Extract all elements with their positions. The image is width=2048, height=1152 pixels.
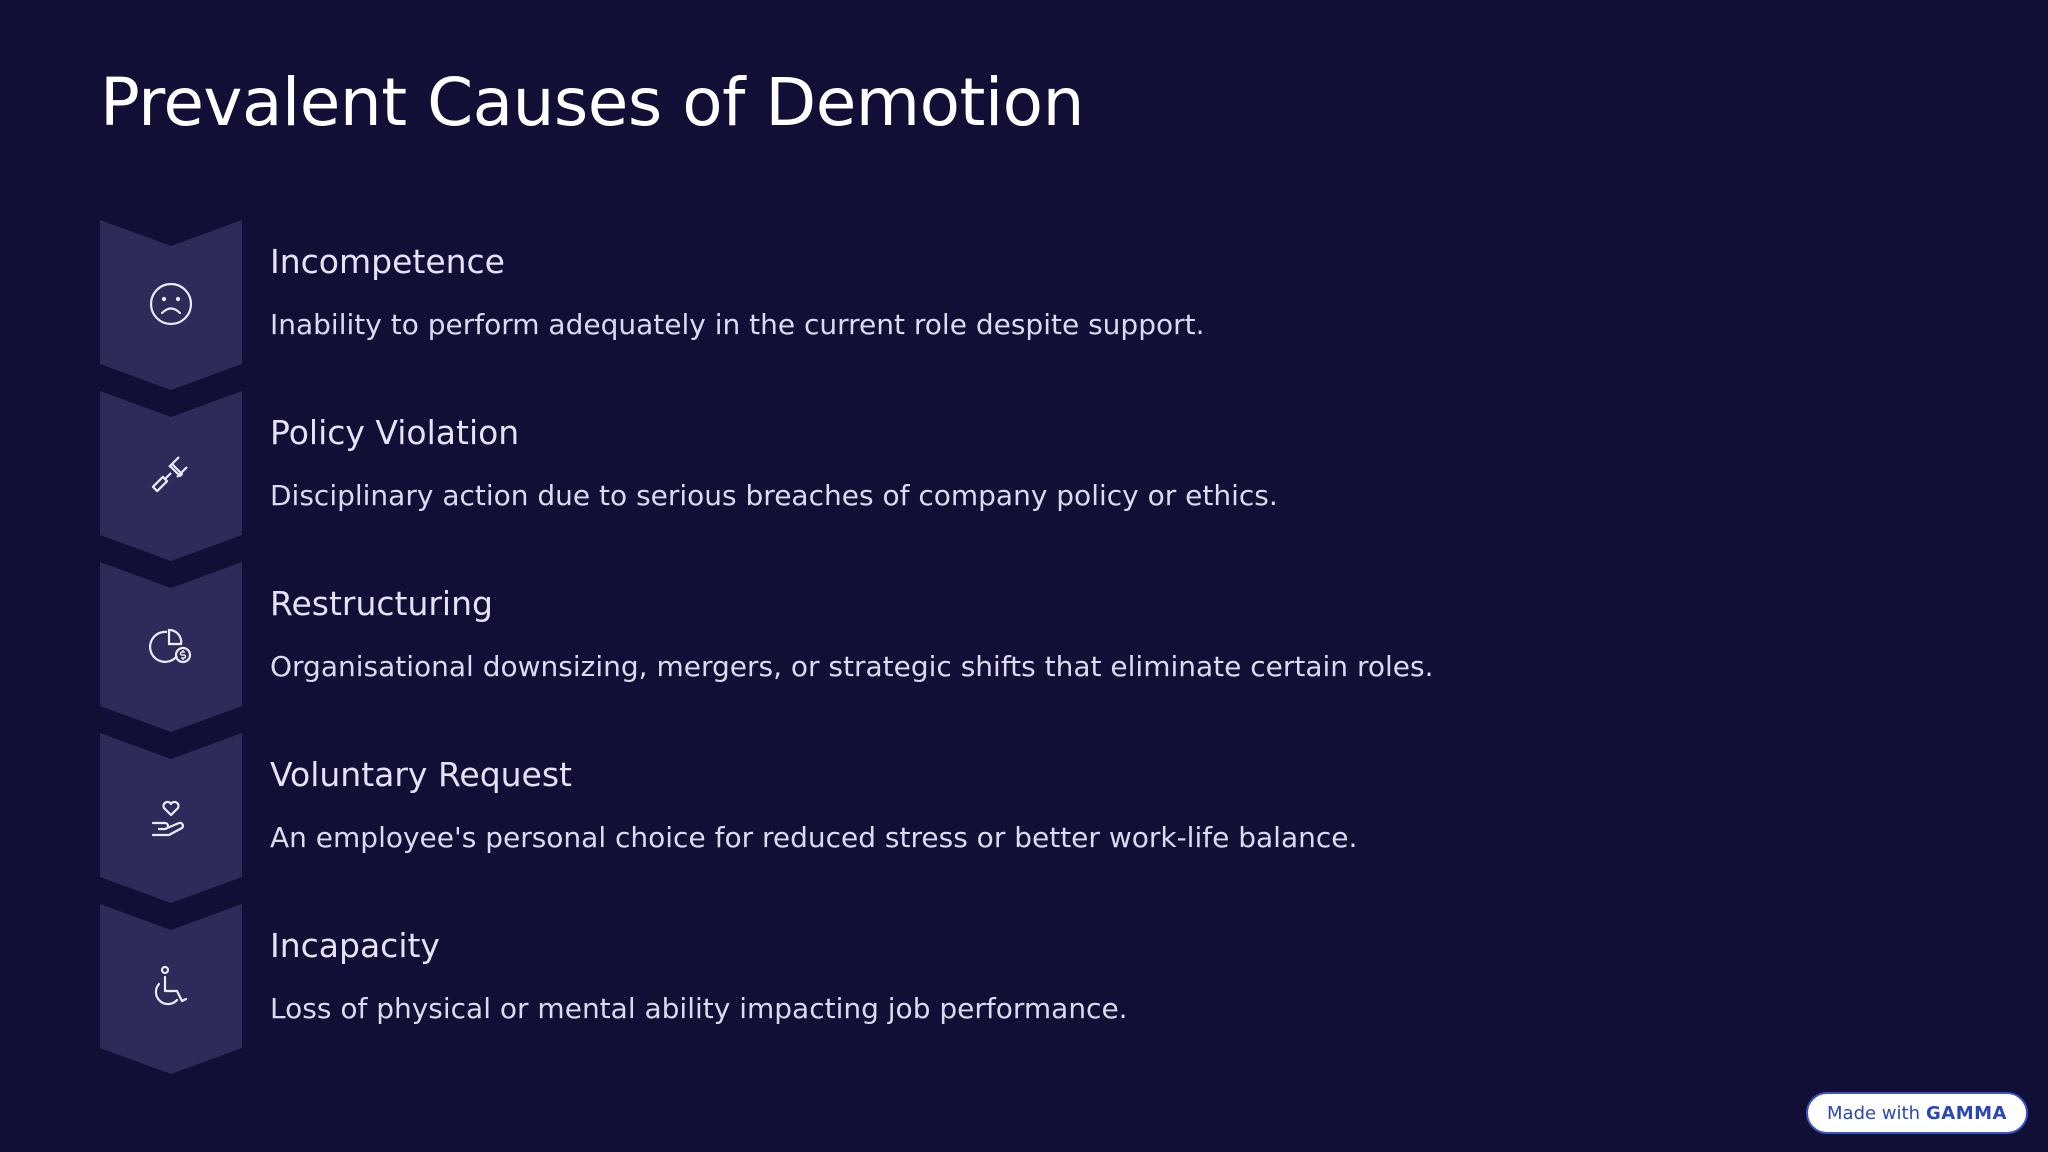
made-with-gamma-badge[interactable]: Made with GAMMA <box>1806 1092 2028 1134</box>
chevron-marker <box>100 220 242 390</box>
item-heading: Restructuring <box>270 584 493 623</box>
sad-face-icon <box>149 282 193 326</box>
item-description: Inability to perform adequately in the c… <box>270 308 1205 341</box>
chevron-marker <box>100 904 242 1074</box>
item-heading: Voluntary Request <box>270 755 572 794</box>
item-description: Disciplinary action due to serious breac… <box>270 479 1278 512</box>
chevron-marker <box>100 562 242 732</box>
list-item: Voluntary Request An employee's personal… <box>100 733 1600 904</box>
list-item: Restructuring Organisational downsizing,… <box>100 562 1600 733</box>
item-description: Loss of physical or mental ability impac… <box>270 992 1128 1025</box>
item-heading: Incapacity <box>270 926 440 965</box>
pie-chart-dollar-icon <box>149 628 192 664</box>
item-description: Organisational downsizing, mergers, or s… <box>270 650 1434 683</box>
list-item: Incapacity Loss of physical or mental ab… <box>100 904 1600 1075</box>
gamma-logo: GAMMA <box>1926 1102 2007 1124</box>
chevron-marker <box>100 391 242 561</box>
list-item: Policy Violation Disciplinary action due… <box>100 391 1600 562</box>
badge-prefix: Made with <box>1827 1102 1920 1124</box>
gavel-icon <box>151 456 188 493</box>
list-item: Incompetence Inability to perform adequa… <box>100 220 1600 391</box>
item-heading: Policy Violation <box>270 413 520 452</box>
item-heading: Incompetence <box>270 242 505 281</box>
item-description: An employee's personal choice for reduce… <box>270 821 1358 854</box>
wheelchair-icon <box>154 965 188 1006</box>
chevron-marker <box>100 733 242 903</box>
page-title: Prevalent Causes of Demotion <box>100 64 1084 141</box>
hand-heart-icon <box>151 800 184 837</box>
